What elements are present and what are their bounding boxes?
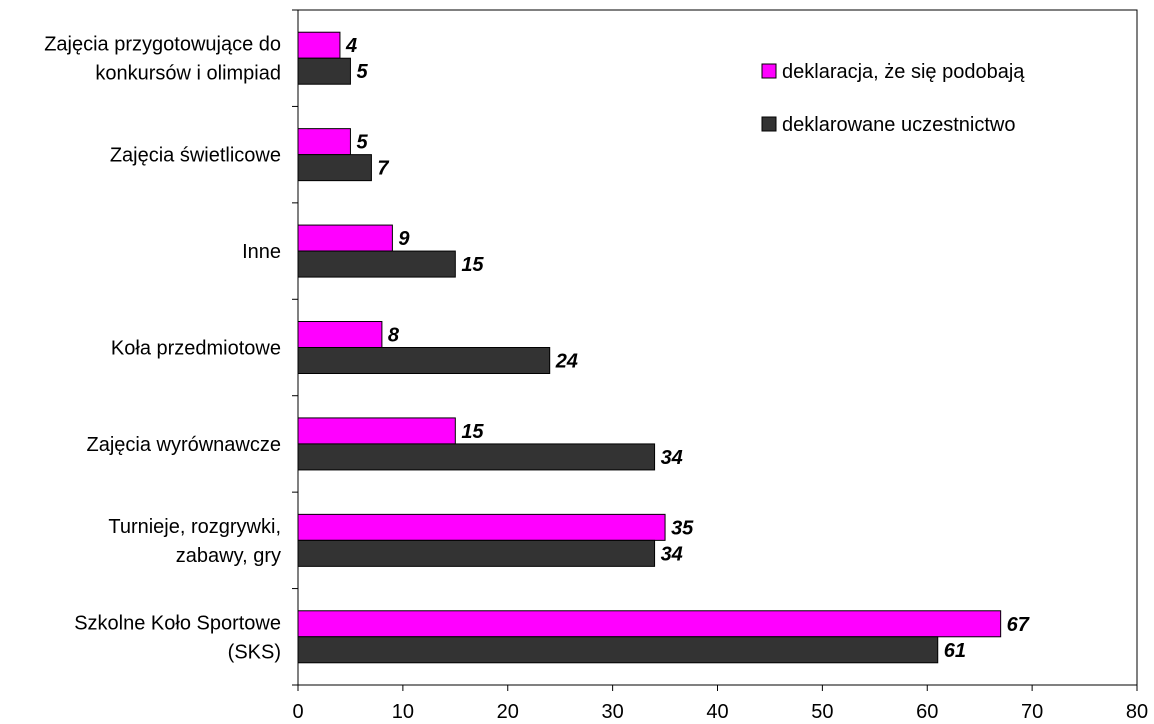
bar-s0-c4 bbox=[297, 417, 456, 445]
category-label-3: Koła przedmiotowe bbox=[111, 338, 281, 360]
category-label-line: Szkolne Koło Sportowe bbox=[74, 612, 281, 634]
category-label-1: Zajęcia świetlicowe bbox=[110, 145, 281, 167]
bar-s0-c3 bbox=[297, 321, 383, 348]
bar-s1-c6 bbox=[297, 636, 939, 664]
data-label-s0-c3: 8 bbox=[388, 325, 400, 347]
x-tick-label: 30 bbox=[602, 701, 624, 723]
bar-s0-c1 bbox=[297, 128, 351, 156]
bar-s1-c5 bbox=[297, 539, 656, 567]
bar-s0-c2 bbox=[297, 224, 393, 252]
category-label-line: Inne bbox=[242, 241, 281, 263]
bar-s0-c0 bbox=[297, 31, 341, 59]
data-label-s1-c3: 24 bbox=[555, 351, 578, 373]
data-label-s1-c5: 34 bbox=[661, 543, 683, 565]
category-label-0: Zajęcia przygotowujące do konkursów i oli… bbox=[44, 34, 281, 85]
legend: deklaracja, że się podobają deklarowane u… bbox=[761, 61, 1025, 136]
x-tick-label: 80 bbox=[1126, 701, 1148, 723]
data-label-s0-c6: 67 bbox=[1007, 614, 1030, 636]
category-label-line: zabawy, gry bbox=[176, 545, 281, 567]
x-axis: 0 10 20 30 40 50 60 70 80 bbox=[292, 685, 1148, 723]
data-label-s0-c2: 9 bbox=[398, 228, 410, 250]
x-tick-label: 0 bbox=[292, 701, 303, 723]
data-label-s1-c4: 34 bbox=[661, 447, 683, 469]
legend-label-0: deklaracja, że się podobają bbox=[782, 61, 1025, 83]
x-tick-label: 20 bbox=[497, 701, 519, 723]
x-tick-label: 60 bbox=[916, 701, 938, 723]
x-tick-label: 50 bbox=[811, 701, 833, 723]
category-label-2: Inne bbox=[242, 241, 281, 263]
bar-s1-c4 bbox=[297, 443, 656, 471]
data-label-s1-c2: 15 bbox=[461, 254, 484, 276]
x-tick-label: 40 bbox=[706, 701, 728, 723]
legend-swatch-1 bbox=[761, 116, 777, 132]
category-label-line: Zajęcia świetlicowe bbox=[110, 145, 281, 167]
bar-s0-c6 bbox=[297, 610, 1002, 638]
y-axis: Zajęcia przygotowujące do konkursów i oli… bbox=[44, 9, 298, 686]
data-label-s1-c0: 5 bbox=[356, 61, 368, 83]
bar-s1-c2 bbox=[297, 250, 456, 278]
x-tick-label: 10 bbox=[392, 701, 414, 723]
category-label-line: Zajęcia wyrównawcze bbox=[86, 434, 281, 456]
category-label-line: Zajęcia przygotowujące do bbox=[44, 34, 281, 56]
bar-s1-c3 bbox=[297, 347, 551, 374]
bar-s0-c5 bbox=[297, 513, 666, 541]
data-label-s1-c6: 61 bbox=[944, 640, 966, 662]
data-label-s0-c0: 4 bbox=[345, 35, 357, 57]
x-tick-label: 70 bbox=[1021, 701, 1043, 723]
category-label-line: konkursów i olimpiad bbox=[95, 63, 281, 85]
data-label-s0-c1: 5 bbox=[356, 132, 368, 154]
bars bbox=[297, 31, 1002, 664]
category-label-5: Turnieje, rozgrywki, zabawy, gry bbox=[108, 516, 281, 567]
category-label-line: Koła przedmiotowe bbox=[111, 338, 281, 360]
data-label-s1-c1: 7 bbox=[377, 158, 389, 180]
category-label-4: Zajęcia wyrównawcze bbox=[86, 434, 281, 456]
category-label-line: Turnieje, rozgrywki, bbox=[108, 516, 281, 538]
legend-swatch-0 bbox=[761, 63, 777, 79]
bar-s1-c1 bbox=[297, 154, 372, 182]
data-label-s0-c4: 15 bbox=[461, 421, 484, 443]
bar-s1-c0 bbox=[297, 57, 351, 85]
category-label-6: Szkolne Koło Sportowe (SKS) bbox=[74, 612, 281, 663]
category-label-line: (SKS) bbox=[228, 641, 281, 663]
legend-label-1: deklarowane uczestnictwo bbox=[782, 114, 1015, 136]
data-label-s0-c5: 35 bbox=[671, 517, 694, 539]
